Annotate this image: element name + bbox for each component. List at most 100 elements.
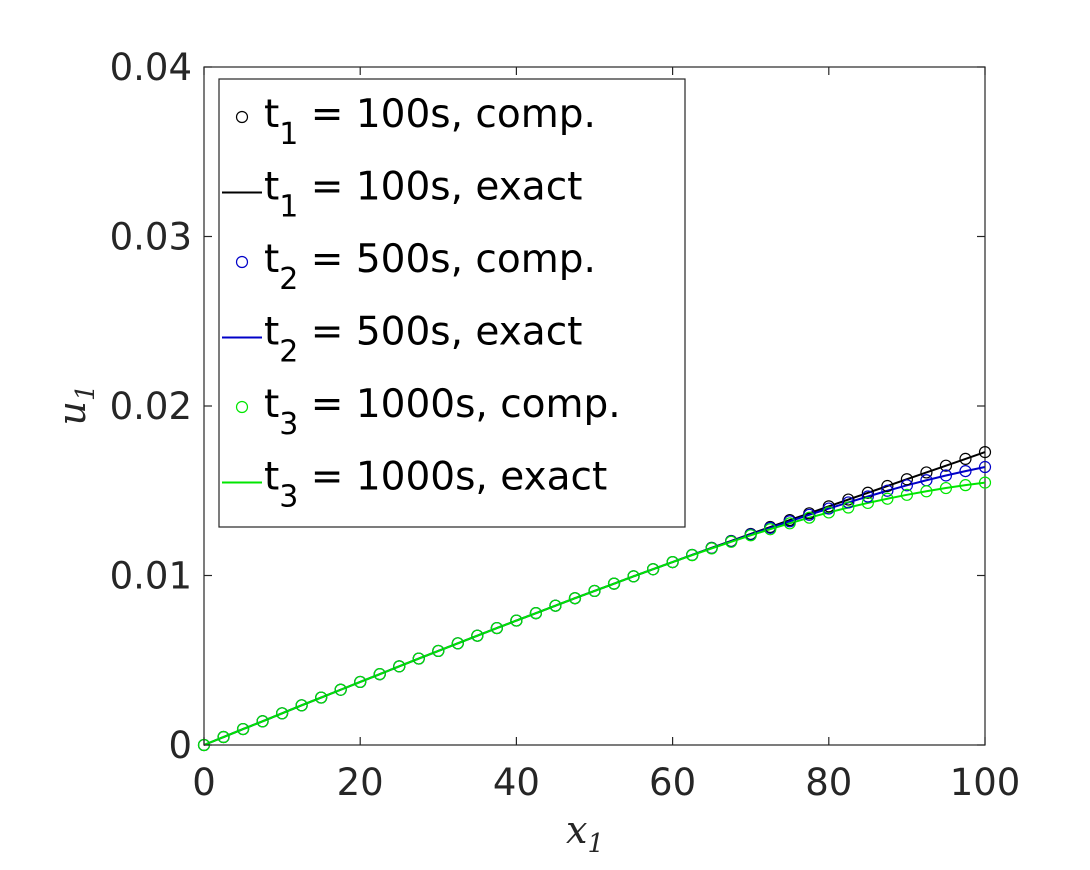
- data-point: [705, 542, 718, 555]
- data-point: [725, 535, 738, 548]
- data-point: [861, 490, 874, 503]
- ticks-layer: 0 20 40 60 80 100 0 0.01 0.02 0.03 0.04: [110, 46, 1021, 804]
- series-layer: [197, 446, 992, 752]
- data-point: [627, 570, 640, 583]
- legend-label-rest: = 500s, comp.: [298, 237, 595, 282]
- legend-label-subscript: 3: [279, 480, 298, 515]
- x-tick-label: 80: [805, 761, 852, 804]
- y-axis-label-main: u: [50, 401, 94, 425]
- y-tick-label: 0.02: [110, 385, 192, 428]
- data-point: [939, 481, 953, 495]
- legend-label-subscript: 1: [279, 117, 298, 152]
- x-tick-label: 0: [192, 761, 216, 804]
- data-point: [295, 699, 308, 712]
- legend-label: t2 = 500s, comp.: [264, 237, 596, 297]
- data-point: [959, 452, 972, 465]
- legend-label-subscript: 1: [279, 190, 298, 225]
- legend-label-rest: = 100s, comp.: [298, 92, 595, 137]
- data-point: [529, 607, 543, 620]
- x-tick-label: 20: [337, 761, 384, 804]
- legend-label: t1 = 100s, comp.: [264, 92, 596, 152]
- data-point: [549, 599, 562, 612]
- data-point: [764, 523, 777, 536]
- data-point: [744, 529, 757, 542]
- series-line-5: [203, 481, 986, 746]
- data-point: [686, 549, 699, 562]
- x-axis-label-subscript: 1: [587, 829, 604, 859]
- data-point: [393, 660, 406, 673]
- y-axis-label-subscript: 1: [71, 384, 101, 401]
- data-point: [451, 637, 464, 650]
- data-point: [959, 464, 972, 478]
- data-point: [861, 496, 874, 510]
- data-point: [666, 556, 679, 569]
- data-point: [783, 517, 796, 530]
- legend-entry-5: t3 = 1000s, exact: [222, 455, 607, 515]
- data-point: [959, 479, 972, 492]
- data-point: [354, 675, 367, 689]
- series-markers-4: [197, 476, 992, 752]
- data-point: [978, 446, 992, 459]
- data-point: [217, 730, 230, 744]
- legend-label-rest: = 1000s, comp.: [298, 382, 620, 427]
- data-point: [881, 484, 894, 497]
- data-point: [842, 496, 855, 509]
- data-point: [842, 501, 855, 514]
- data-point: [276, 707, 289, 720]
- legend-label-subscript: 2: [279, 335, 298, 370]
- data-point: [412, 652, 425, 665]
- y-tick-label: 0: [168, 724, 192, 767]
- legend-marker: [235, 110, 249, 124]
- y-tick-label: 0.03: [110, 216, 192, 259]
- data-point: [471, 629, 484, 642]
- data-point: [861, 486, 874, 499]
- legend-label-main: t: [264, 237, 279, 282]
- data-point: [803, 508, 816, 521]
- legend-label-main: t: [264, 92, 279, 137]
- data-point: [900, 488, 914, 501]
- data-point: [315, 691, 328, 704]
- data-point: [822, 502, 835, 515]
- legend-label-subscript: 3: [279, 407, 298, 442]
- data-point: [842, 493, 855, 506]
- data-point: [588, 584, 601, 598]
- data-point: [256, 715, 269, 728]
- legend-label-rest: = 500s, exact: [298, 310, 582, 355]
- legend-label-main: t: [264, 310, 279, 355]
- legend-entry-4: t3 = 1000s, comp.: [235, 382, 621, 442]
- legend-entry-1: t1 = 100s, exact: [222, 165, 582, 225]
- data-point: [881, 479, 894, 493]
- data-point: [646, 563, 660, 576]
- data-point: [607, 577, 621, 590]
- legend-label-main: t: [264, 165, 279, 210]
- x-tick-label: 100: [950, 761, 1021, 804]
- legend-label-main: t: [264, 382, 279, 427]
- legend-label-rest: = 1000s, exact: [298, 455, 607, 500]
- data-point: [236, 722, 250, 736]
- data-point: [803, 511, 816, 524]
- data-point: [920, 485, 933, 498]
- data-point: [939, 459, 953, 472]
- x-tick-label: 60: [649, 761, 696, 804]
- legend-marker: [235, 400, 249, 414]
- legend-entry-3: t2 = 500s, exact: [222, 310, 582, 370]
- data-point: [510, 614, 523, 627]
- data-point: [900, 479, 914, 492]
- legend-label-main: t: [264, 455, 279, 500]
- legend-entry-2: t2 = 500s, comp.: [235, 237, 596, 297]
- data-point: [373, 668, 386, 681]
- legend-label-rest: = 100s, exact: [298, 165, 582, 210]
- x-tick-label: 40: [493, 761, 540, 804]
- legend-marker: [235, 255, 249, 269]
- data-point: [939, 469, 953, 482]
- x-axis-label: x1: [566, 808, 604, 859]
- data-point: [920, 466, 933, 479]
- x-axis-label-main: x: [566, 808, 587, 852]
- legend-label: t3 = 1000s, comp.: [264, 382, 621, 442]
- legend-label: t1 = 100s, exact: [264, 165, 582, 225]
- data-point: [334, 683, 347, 696]
- y-axis-label: u1: [50, 384, 101, 425]
- legend-label: t3 = 1000s, exact: [264, 455, 607, 515]
